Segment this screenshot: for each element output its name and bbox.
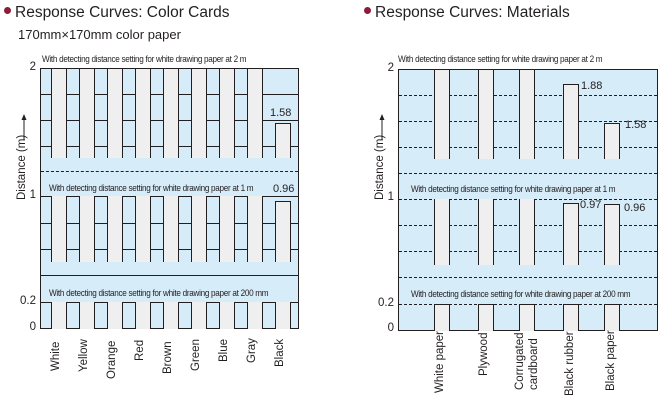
y-tick: 0.2 <box>378 297 394 309</box>
value-label: 1.88 <box>581 80 603 92</box>
y-axis-label: Distance (m) <box>374 134 386 200</box>
bar-red-200mm <box>135 302 151 329</box>
y-tick: 0 <box>29 321 36 333</box>
x-label: Blue <box>218 338 230 362</box>
x-label: Black paper <box>605 330 617 391</box>
gridline <box>41 171 298 172</box>
chart-title: Response Curves: Materials <box>364 4 570 22</box>
bar-cardboard-2m <box>519 70 535 159</box>
bar-plywood-2m <box>478 70 494 159</box>
bar-black-paper-200mm <box>604 304 620 331</box>
bar-brown-2m <box>163 69 179 158</box>
value-label: 1.58 <box>625 119 647 131</box>
bar-green-1m <box>191 196 207 262</box>
bar-yellow-200mm <box>79 302 95 329</box>
value-label: 0.96 <box>624 202 646 214</box>
chart-title: Response Curves: Color Cards <box>4 4 230 22</box>
y-axis-label: Distance (m) <box>16 134 28 200</box>
bar-cardboard-200mm <box>519 304 535 331</box>
value-label: 0.97 <box>580 199 602 211</box>
x-label: Green <box>190 339 202 371</box>
bar-yellow-1m <box>79 196 95 262</box>
bar-black-paper-2m <box>604 123 620 159</box>
x-label: Brown <box>162 341 174 374</box>
y-tick: 0.2 <box>20 295 36 307</box>
y-tick: 1 <box>29 189 36 201</box>
bar-black-1m <box>275 201 291 262</box>
section-label-2m: With detecting distance setting for whit… <box>42 54 247 65</box>
section-label-200mm: With detecting distance setting for whit… <box>49 288 269 299</box>
bar-plywood-1m <box>478 199 494 265</box>
x-label: Plywood <box>478 332 490 376</box>
bullet-icon <box>4 7 11 15</box>
x-label: Yellow <box>78 339 90 372</box>
arrow-up-icon <box>379 114 385 140</box>
x-label: Black <box>274 338 286 367</box>
bar-black-rubber-2m <box>563 84 579 159</box>
bar-gray-1m <box>247 196 263 262</box>
chart-subtitle: 170mm×170mm color paper <box>18 27 181 42</box>
bar-white-1m <box>51 196 67 262</box>
bar-yellow-2m <box>79 69 95 158</box>
x-label: White paper <box>434 330 446 393</box>
gridline <box>399 173 657 174</box>
y-tick: 2 <box>387 62 394 74</box>
plot-area: 1.58 0.96 With detecting distance settin… <box>40 68 299 329</box>
bar-green-2m <box>191 69 207 158</box>
bar-white-paper-200mm <box>434 304 450 331</box>
bar-orange-2m <box>107 69 123 158</box>
bullet-icon <box>364 7 371 15</box>
bar-orange-200mm <box>107 302 123 329</box>
section-label-1m: With detecting distance setting for whit… <box>49 183 254 194</box>
chart-title-text: Response Curves: Materials <box>375 4 570 21</box>
value-label: 1.58 <box>270 107 292 119</box>
x-label: Gray <box>246 338 258 363</box>
x-label: White <box>50 341 62 371</box>
bar-white-200mm <box>51 302 67 329</box>
bar-white-2m <box>51 69 67 158</box>
plot-area: 1.88 1.58 0.97 0.96 With detecting dista… <box>398 69 658 331</box>
section-label-1m: With detecting distance setting for whit… <box>411 184 616 195</box>
bar-gray-2m <box>247 69 263 158</box>
bar-black-rubber-200mm <box>563 304 579 331</box>
y-tick: 0 <box>387 322 394 334</box>
bar-black-200mm <box>275 302 291 329</box>
x-label: Corrugated <box>514 332 526 390</box>
value-label: 0.96 <box>273 183 295 195</box>
x-label: Black rubber <box>564 331 576 396</box>
x-label: Red <box>134 339 146 361</box>
bar-brown-1m <box>163 196 179 262</box>
bar-green-200mm <box>191 302 207 329</box>
y-tick: 1 <box>387 191 394 203</box>
bar-orange-1m <box>107 196 123 262</box>
section-label-2m: With detecting distance setting for whit… <box>398 54 603 65</box>
gridline <box>399 277 657 278</box>
bar-brown-200mm <box>163 302 179 329</box>
arrow-up-icon <box>21 114 27 140</box>
gridline <box>41 275 298 276</box>
bar-white-paper-1m <box>434 199 450 265</box>
bar-gray-200mm <box>247 302 263 329</box>
bar-black-paper-1m <box>604 204 620 265</box>
x-label: cardboard <box>528 338 540 390</box>
bar-black-rubber-1m <box>563 203 579 265</box>
x-label: Orange <box>106 340 118 379</box>
bar-red-1m <box>135 196 151 262</box>
bar-plywood-200mm <box>478 304 494 331</box>
bar-blue-2m <box>219 69 235 158</box>
section-label-200mm: With detecting distance setting for whit… <box>411 289 631 300</box>
bar-blue-200mm <box>219 302 235 329</box>
bar-red-2m <box>135 69 151 158</box>
bar-cardboard-1m <box>519 199 535 265</box>
bar-white-paper-2m <box>434 70 450 159</box>
bar-blue-1m <box>219 196 235 262</box>
y-tick: 2 <box>29 61 36 73</box>
chart-title-text: Response Curves: Color Cards <box>15 4 230 21</box>
bar-black-2m <box>275 123 291 158</box>
